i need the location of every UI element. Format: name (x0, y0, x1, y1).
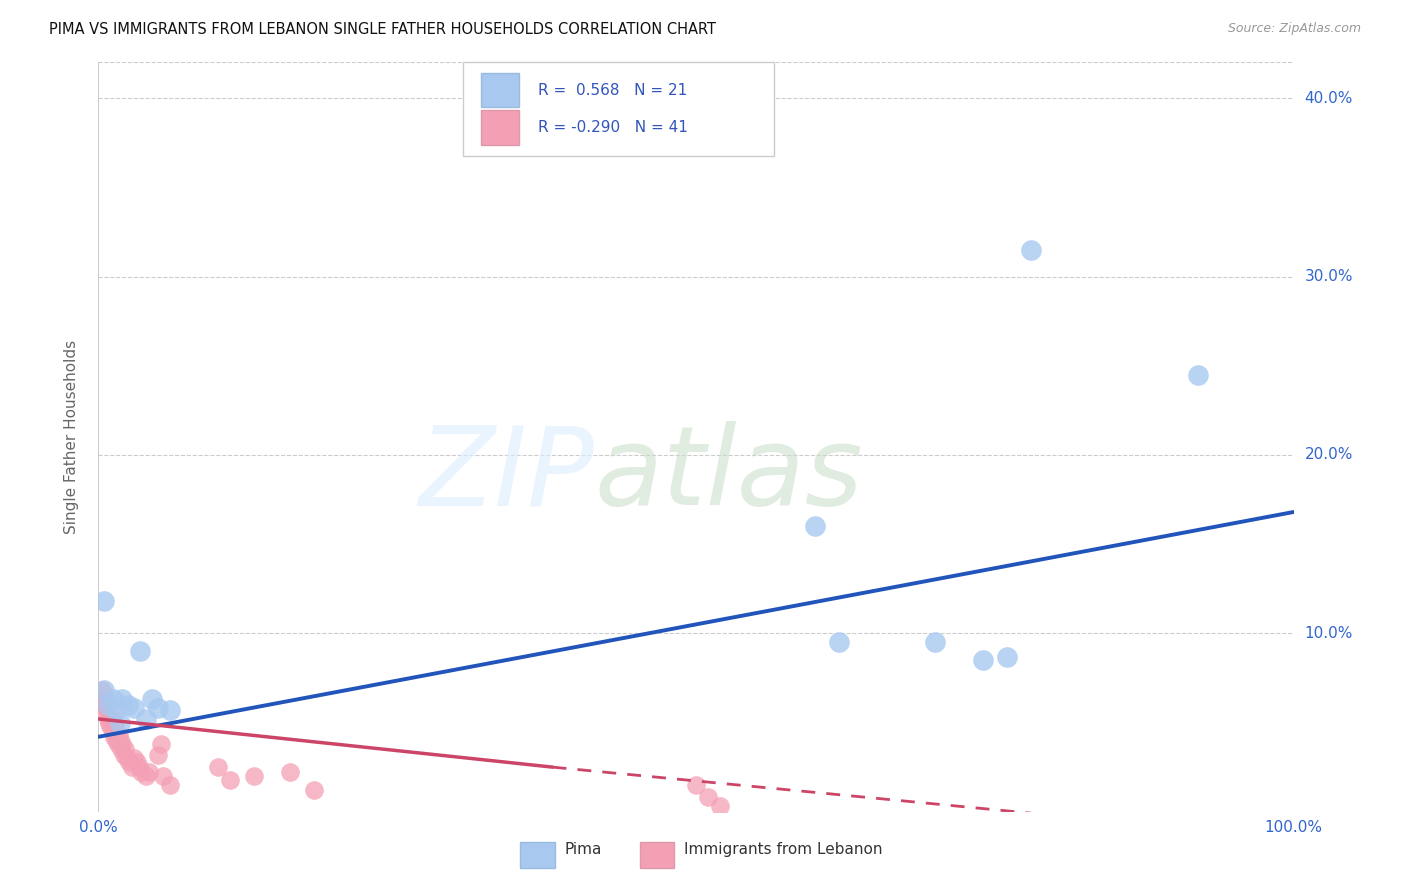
Point (152, 769, 174, 783)
Point (124, 751, 146, 765)
Text: 40.0%: 40.0% (1305, 91, 1353, 105)
Point (108, 733, 131, 747)
Text: Immigrants from Lebanon: Immigrants from Lebanon (685, 842, 883, 857)
Point (124, 701, 146, 715)
Text: ZIP: ZIP (419, 421, 595, 528)
Point (117, 698, 139, 712)
Point (159, 703, 181, 717)
Point (219, 772, 242, 787)
Text: PIMA VS IMMIGRANTS FROM LEBANON SINGLE FATHER HOUSEHOLDS CORRELATION CHART: PIMA VS IMMIGRANTS FROM LEBANON SINGLE F… (49, 22, 716, 37)
Point (97, 712, 120, 726)
Point (91, 683, 114, 698)
Point (97, 698, 120, 712)
Point (129, 644, 152, 658)
Point (243, 769, 266, 783)
Point (112, 747, 135, 762)
Point (98, 719, 122, 733)
Point (685, 778, 707, 792)
Point (972, 653, 994, 667)
Point (93, 683, 115, 698)
FancyBboxPatch shape (520, 842, 555, 868)
Point (135, 712, 157, 726)
Point (207, 760, 229, 774)
Point (103, 730, 125, 744)
Point (138, 765, 160, 780)
Point (104, 719, 127, 733)
Point (94, 701, 117, 715)
Point (107, 737, 129, 751)
Point (141, 692, 163, 706)
Point (105, 733, 128, 747)
Point (159, 778, 181, 792)
Point (110, 742, 132, 756)
FancyBboxPatch shape (481, 73, 519, 107)
Point (114, 742, 136, 756)
Text: Source: ZipAtlas.com: Source: ZipAtlas.com (1227, 22, 1361, 36)
Point (115, 751, 138, 765)
Point (131, 765, 153, 780)
Point (105, 703, 128, 717)
Point (108, 715, 131, 730)
Point (697, 790, 720, 805)
Text: Pima: Pima (565, 842, 602, 857)
Point (101, 724, 124, 739)
Point (924, 635, 946, 649)
Text: R = -0.290   N = 41: R = -0.290 N = 41 (538, 120, 688, 135)
Point (135, 769, 157, 783)
Point (828, 635, 851, 649)
Text: 10.0%: 10.0% (1305, 626, 1353, 640)
Point (96, 706, 118, 721)
Point (101, 692, 124, 706)
Point (1187, 368, 1209, 382)
Text: atlas: atlas (595, 421, 863, 528)
FancyBboxPatch shape (463, 62, 773, 156)
Point (128, 760, 150, 774)
Point (93, 698, 115, 712)
Point (148, 701, 170, 715)
Point (804, 519, 827, 533)
Point (709, 799, 731, 814)
Point (121, 760, 143, 774)
Point (149, 737, 172, 751)
Point (302, 783, 325, 797)
Point (118, 755, 141, 769)
Point (91, 692, 114, 706)
Point (93, 594, 115, 608)
Text: 30.0%: 30.0% (1305, 269, 1353, 284)
Point (125, 755, 148, 769)
Point (111, 737, 134, 751)
Text: 20.0%: 20.0% (1305, 448, 1353, 462)
Point (100, 710, 122, 724)
Y-axis label: Single Father Households: Single Father Households (65, 340, 79, 534)
Point (995, 649, 1018, 664)
FancyBboxPatch shape (640, 842, 675, 868)
Point (98, 715, 121, 730)
FancyBboxPatch shape (481, 111, 519, 145)
Point (1019, 243, 1042, 257)
Text: R =  0.568   N = 21: R = 0.568 N = 21 (538, 83, 688, 97)
Point (148, 747, 170, 762)
Point (107, 728, 129, 742)
Point (278, 765, 301, 780)
Point (111, 692, 134, 706)
